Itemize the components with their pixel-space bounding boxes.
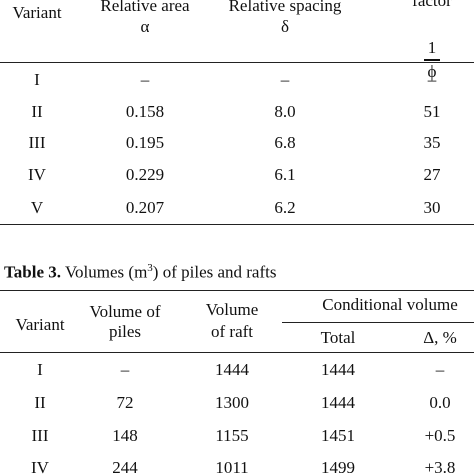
table-cell: 1444 [321, 360, 355, 379]
table-cell: 1011 [215, 458, 249, 474]
header-cell: Variant [15, 315, 65, 334]
header-cell: Volume of [89, 302, 161, 321]
table-cell: – [120, 360, 130, 379]
caption-label: Table 3. [4, 262, 62, 282]
caption-text: Volumes (m [64, 262, 148, 282]
header-cell: Total [320, 328, 356, 347]
header-cell: Volume [205, 300, 259, 319]
header-cell: of raft [210, 322, 254, 341]
table-cell: +0.5 [424, 426, 456, 445]
table-cell: 1451 [321, 426, 355, 445]
table-cell: V [30, 198, 44, 217]
table-rule [0, 224, 474, 225]
table-cell: – [435, 360, 445, 379]
header-cell: Relative spacing [228, 0, 342, 15]
table-cell: II [31, 102, 43, 121]
table-cell: 0.158 [125, 102, 165, 121]
table-cell: I [37, 360, 43, 379]
table-cell: +3.8 [424, 458, 456, 474]
table-cell: III [31, 426, 49, 445]
table-cell: III [28, 133, 46, 152]
table-rule [0, 62, 474, 63]
table-cell: 27 [423, 165, 441, 184]
table-cell: I [34, 70, 40, 89]
fraction-numerator: 1 [427, 38, 437, 57]
table-cell: IV [31, 458, 49, 474]
table-cell: IV [28, 165, 46, 184]
header-cell: piles [108, 322, 142, 341]
table-cell: 0.207 [125, 198, 165, 217]
header-cell: Variant [12, 3, 62, 22]
caption-superscript: 3 [147, 262, 153, 274]
fraction-denominator: ϕ [427, 62, 437, 81]
header-cell: δ [280, 17, 290, 36]
table-cell: 244 [112, 458, 138, 474]
table-cell: 1155 [215, 426, 249, 445]
header-cell: factor [412, 0, 452, 10]
header-cell: Relative area [100, 0, 190, 15]
table-cell: 1444 [321, 393, 355, 412]
table-cell: 1300 [215, 393, 249, 412]
table-cell: 72 [116, 393, 134, 412]
table-cell: – [280, 70, 290, 89]
table-rule [0, 352, 474, 353]
header-cell: α [140, 17, 150, 36]
table-cell: 30 [423, 198, 441, 217]
caption-text: ) of piles and rafts [152, 262, 277, 282]
table-cell: 0.195 [125, 133, 165, 152]
table-rule [282, 322, 474, 323]
fraction-bar [424, 59, 440, 61]
table-cell: 0.229 [125, 165, 165, 184]
table-cell: – [427, 70, 437, 89]
table-cell: 1499 [321, 458, 355, 474]
table-cell: 6.1 [274, 165, 296, 184]
table-cell: 1444 [215, 360, 249, 379]
table-cell: 6.8 [274, 133, 296, 152]
header-cell: Δ, % [423, 328, 457, 347]
table-caption: Table 3. Volumes (m3) of piles and rafts [4, 258, 276, 283]
header-cell: Conditional volume [322, 295, 458, 314]
table-cell: 35 [423, 133, 441, 152]
table-cell: 0.0 [429, 393, 451, 412]
table-cell: 6.2 [274, 198, 296, 217]
table-rule [0, 290, 474, 291]
table-cell: 51 [423, 102, 441, 121]
table-cell: 148 [112, 426, 138, 445]
table-cell: – [140, 70, 150, 89]
table-cell: II [34, 393, 46, 412]
table-cell: 8.0 [274, 102, 296, 121]
